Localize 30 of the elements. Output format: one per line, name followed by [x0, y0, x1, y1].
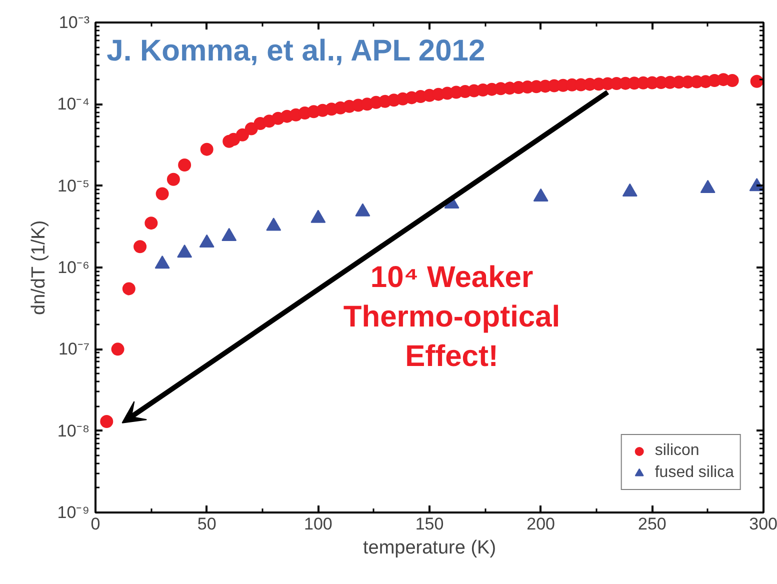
x-tick-label: 50 [197, 514, 216, 534]
point [266, 218, 282, 231]
x-tick-label: 0 [90, 514, 100, 534]
x-tick-label: 200 [526, 514, 556, 534]
y-tick-label: 10⁻⁸ [57, 421, 90, 440]
annotation: 10⁴ Weaker Thermo-optical Effect! [343, 261, 560, 374]
annotation: J. Komma, et al., APL 2012 [106, 34, 486, 68]
x-axis-title: temperature (K) [362, 538, 496, 558]
point [222, 228, 237, 241]
legend-label: silicon [654, 442, 700, 460]
y-tick-label: 10⁻⁹ [57, 503, 90, 522]
point [700, 180, 716, 193]
y-tick-label: 10⁻⁴ [57, 94, 90, 114]
point [533, 188, 548, 202]
point [154, 256, 170, 269]
x-tick-label: 300 [749, 514, 777, 534]
point [177, 244, 192, 258]
x-tick-label: 150 [415, 514, 444, 534]
point [622, 183, 638, 197]
y-tick-label: 10⁻⁵ [58, 176, 90, 196]
y-tick-label: 10⁻⁷ [58, 340, 90, 359]
y-tick-label: 10⁻⁶ [58, 258, 90, 277]
y-axis-title: dn/dT (1/K) [28, 220, 50, 316]
point [355, 203, 370, 216]
y-tick-label: 10⁻³ [58, 13, 90, 32]
x-tick-label: 100 [304, 514, 332, 534]
legend-label: fused silica [654, 464, 734, 482]
x-tick-label: 250 [638, 514, 666, 534]
point [310, 210, 326, 223]
point [199, 234, 214, 248]
